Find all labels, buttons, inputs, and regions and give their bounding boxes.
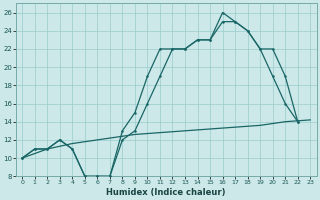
X-axis label: Humidex (Indice chaleur): Humidex (Indice chaleur) <box>107 188 226 197</box>
